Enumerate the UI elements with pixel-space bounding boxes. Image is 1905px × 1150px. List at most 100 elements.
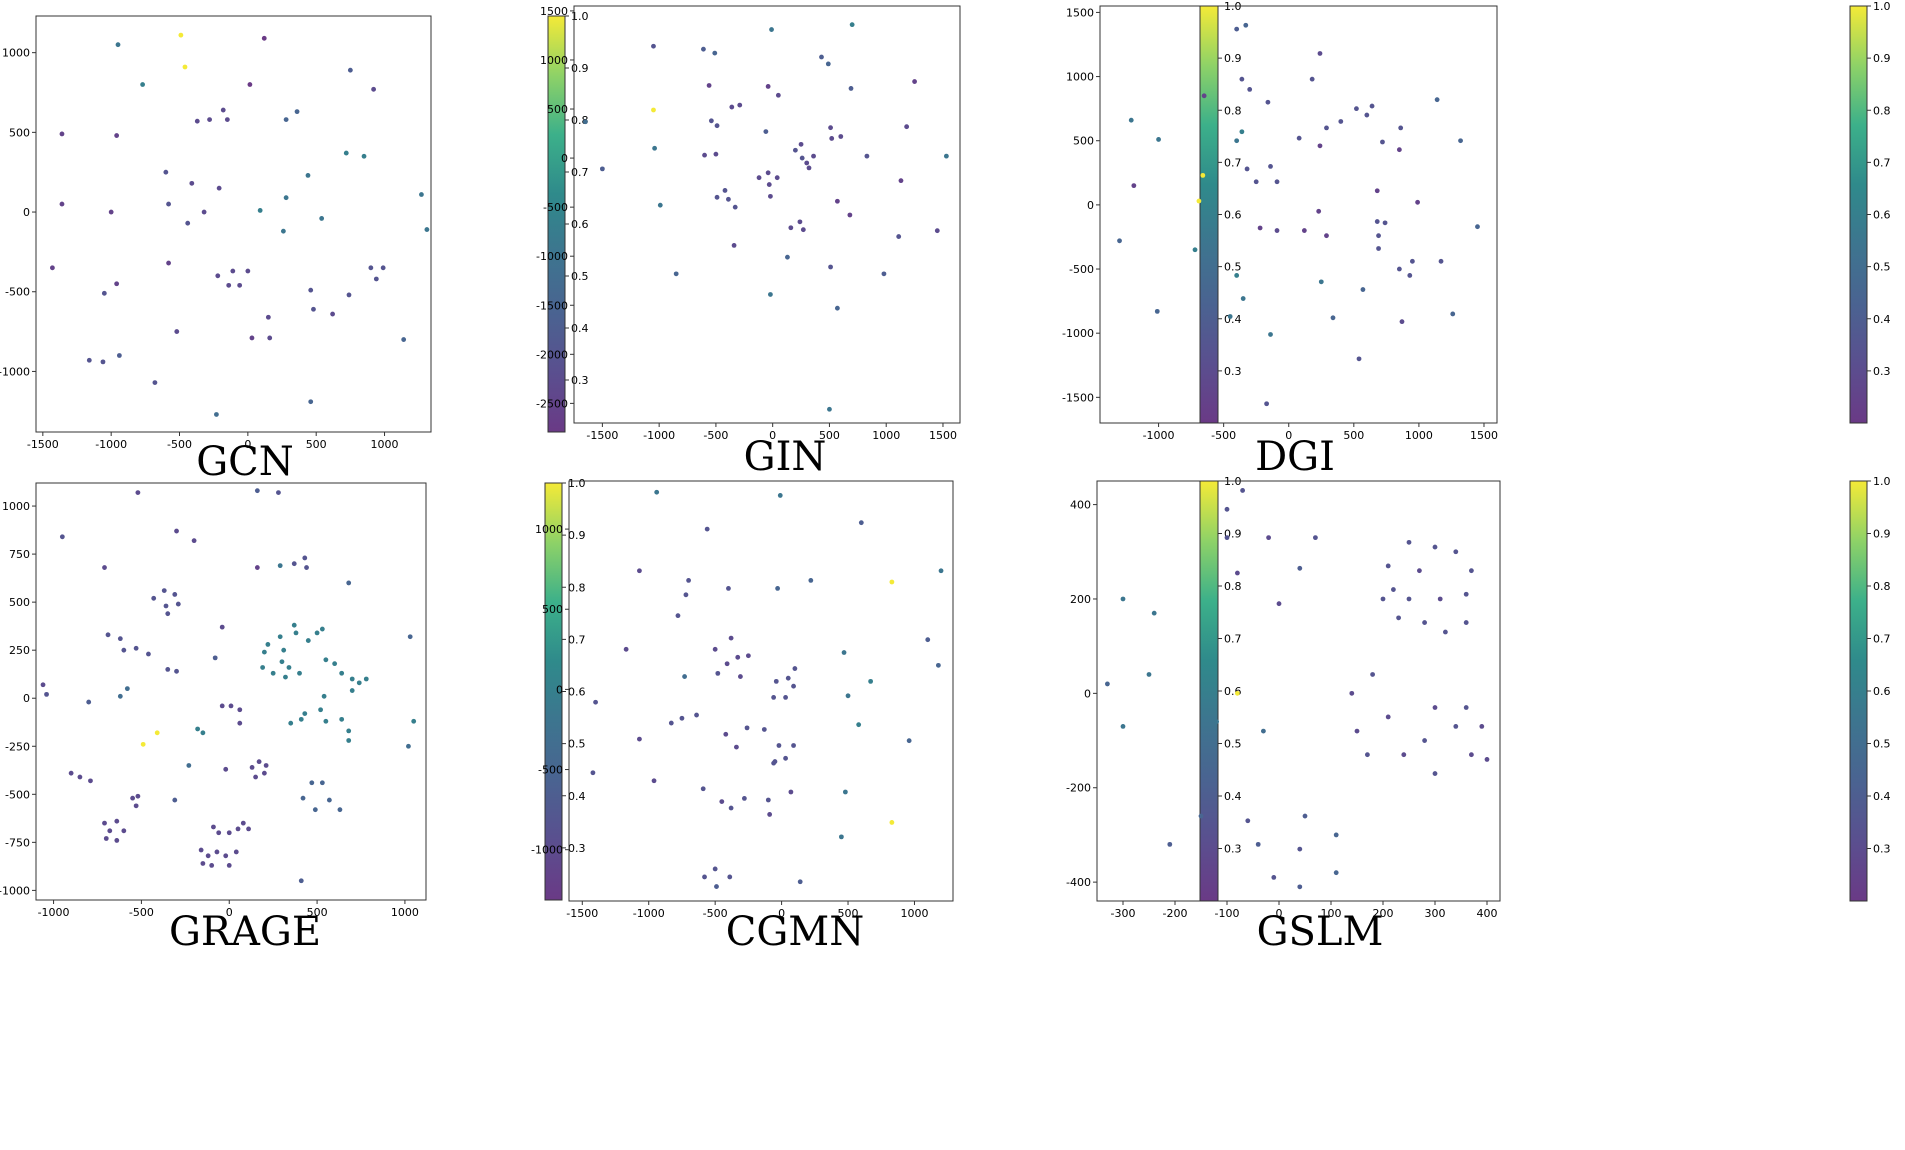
data-point	[1151, 610, 1157, 616]
data-point	[1268, 332, 1273, 337]
data-point	[117, 636, 123, 642]
data-point	[1120, 596, 1126, 602]
data-point	[934, 228, 940, 234]
data-point	[1453, 549, 1459, 555]
data-point	[792, 666, 798, 671]
data-point	[209, 863, 215, 868]
data-point	[744, 725, 750, 731]
data-point	[1198, 813, 1204, 819]
colorbar-tick-label: 0.4	[1224, 790, 1242, 803]
colorbar	[547, 15, 566, 433]
data-point	[214, 412, 219, 417]
y-tick-label: 0	[561, 152, 568, 165]
data-point	[722, 188, 728, 193]
data-point	[768, 193, 773, 199]
x-tick-label: 500	[819, 429, 840, 442]
colorbar	[1199, 5, 1219, 424]
data-point	[838, 834, 844, 840]
data-point	[734, 744, 739, 750]
data-point	[1297, 884, 1303, 890]
data-point	[1463, 591, 1469, 597]
data-point	[842, 789, 848, 795]
data-point	[424, 227, 430, 232]
x-tick-label: -1000	[643, 429, 675, 442]
chart-title: GRAGE	[169, 909, 321, 955]
y-tick-label: -400	[1066, 876, 1091, 889]
y-tick-label: 0	[556, 683, 563, 696]
chart-title: DGI	[1255, 434, 1335, 480]
data-point	[260, 665, 266, 670]
y-tick-label: -500	[5, 788, 30, 801]
data-point	[808, 577, 814, 583]
data-point	[719, 799, 725, 805]
data-point	[775, 586, 781, 591]
colorbar-tick-label: 0.3	[1873, 843, 1891, 856]
y-tick-label: 250	[9, 644, 30, 657]
data-point	[270, 670, 276, 676]
x-tick-label: 400	[1477, 907, 1498, 920]
x-tick-label: 1000	[900, 907, 928, 920]
data-point	[298, 716, 304, 722]
data-point	[623, 646, 629, 652]
data-point	[766, 182, 772, 187]
data-point	[838, 134, 844, 139]
data-point	[775, 92, 781, 98]
y-tick-label: 1000	[2, 500, 30, 513]
data-point	[298, 878, 304, 884]
data-point	[411, 718, 417, 724]
data-point	[637, 736, 642, 742]
data-point	[702, 874, 707, 880]
data-point	[1276, 601, 1282, 607]
data-point	[1469, 568, 1474, 574]
colorbar	[1849, 480, 1868, 902]
data-point	[346, 292, 352, 298]
data-point	[302, 711, 308, 716]
y-tick-label: 750	[9, 548, 30, 561]
data-point	[700, 786, 706, 792]
colorbar-tick-label: 0.6	[571, 218, 589, 231]
data-point	[59, 131, 65, 137]
data-point	[1309, 76, 1315, 82]
y-tick-label: 500	[542, 603, 563, 616]
data-point	[708, 118, 714, 124]
data-point	[267, 335, 273, 341]
data-point	[864, 153, 870, 159]
x-tick-label: 1000	[872, 429, 900, 442]
data-point	[694, 712, 699, 718]
data-point	[107, 828, 113, 834]
chart-panel-grage: -1000 -500 0 500 1000 1000 750 500 250 0 -250 -500 -…	[0, 477, 586, 955]
data-point	[318, 707, 323, 713]
colorbar-tick-label: 0.6	[568, 686, 586, 699]
data-point	[294, 109, 300, 115]
data-point	[1324, 125, 1329, 131]
data-point	[407, 634, 413, 640]
data-point	[1401, 752, 1407, 758]
data-point	[729, 104, 735, 110]
data-point	[1264, 401, 1270, 407]
data-point	[200, 730, 206, 736]
data-point	[788, 789, 794, 795]
data-point	[1432, 771, 1438, 776]
data-point	[1128, 117, 1134, 123]
data-point	[223, 853, 229, 859]
data-point	[114, 281, 120, 287]
data-point	[261, 35, 267, 41]
data-point	[319, 780, 325, 786]
x-tick-label: -500	[703, 429, 728, 442]
y-tick-label: -1000	[0, 884, 30, 897]
data-point	[682, 674, 687, 679]
x-tick-label: -500	[129, 906, 154, 919]
data-point	[1469, 752, 1474, 758]
colorbar-tick-label: 0.7	[1873, 156, 1891, 169]
data-point	[140, 82, 146, 87]
data-point	[166, 201, 171, 207]
chart-title: GSLM	[1257, 909, 1384, 955]
colorbar-tick-label: 0.8	[568, 581, 586, 594]
data-point	[230, 268, 236, 274]
data-point	[651, 107, 656, 113]
plot-frame	[568, 480, 954, 902]
data-point	[686, 577, 691, 583]
data-point	[133, 645, 139, 651]
chart-panel-gslm: -300 -200 -100 0 100 200 300 400 400 200 0 -200 -400…	[1066, 475, 1890, 955]
colorbar-tick-label: 0.9	[1873, 528, 1891, 541]
